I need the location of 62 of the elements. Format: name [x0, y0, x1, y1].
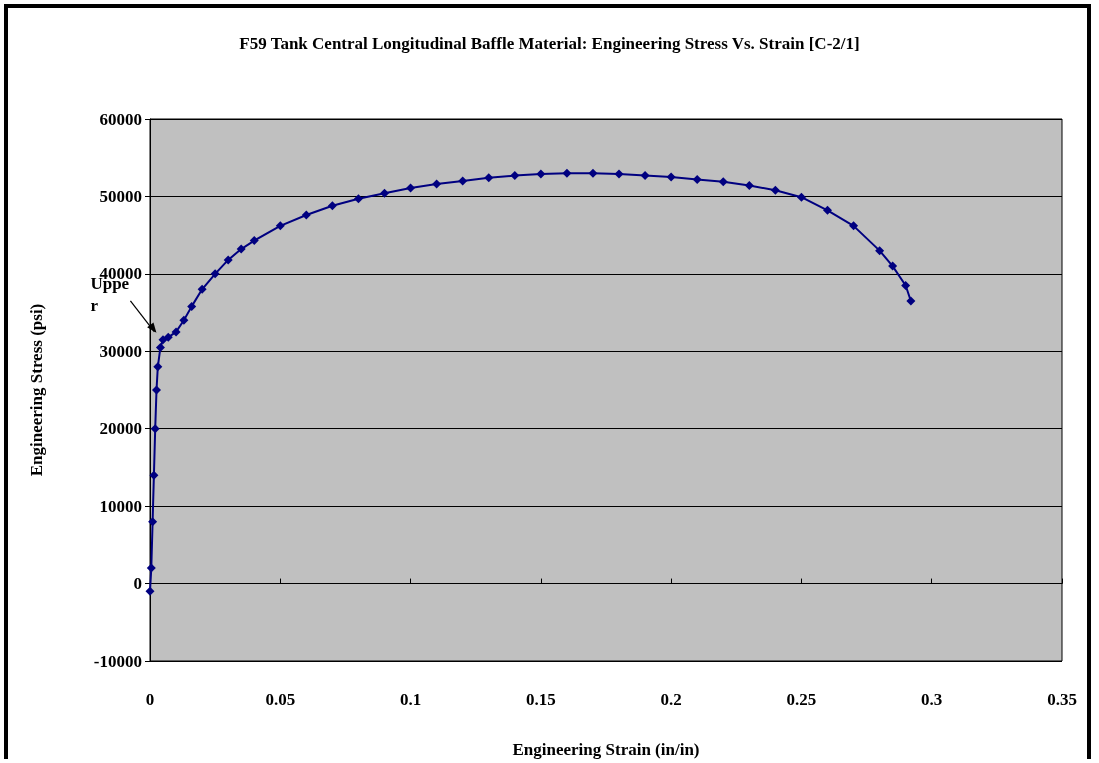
- point: [770, 185, 780, 195]
- point: [223, 255, 233, 265]
- point: [179, 315, 189, 325]
- point: [236, 244, 246, 254]
- y-tick-label: 20000: [99, 419, 142, 439]
- point: [380, 188, 390, 198]
- x-axis-title: Engineering Strain (in/in): [512, 740, 700, 759]
- point: [562, 168, 572, 178]
- point: [536, 169, 546, 179]
- point: [796, 192, 806, 202]
- point: [249, 236, 259, 246]
- point: [640, 171, 650, 181]
- point: [875, 246, 885, 256]
- point: [614, 169, 624, 179]
- y-tick-label: 50000: [99, 186, 142, 206]
- x-tick-label: 0.2: [660, 690, 682, 709]
- y-tick-label: 60000: [99, 109, 142, 129]
- point: [588, 168, 598, 178]
- x-tick-label: 0.3: [921, 690, 943, 709]
- point: [197, 284, 207, 294]
- x-tick-label: 0.05: [265, 690, 296, 709]
- y-axis-title: Engineering Stress (psi): [27, 303, 46, 477]
- point: [327, 201, 337, 211]
- x-tick-label: 0: [145, 690, 155, 709]
- point: [171, 327, 181, 337]
- point: [146, 563, 156, 573]
- point: [145, 586, 155, 596]
- point: [148, 517, 158, 527]
- x-tick-label: 0.35: [1047, 690, 1077, 709]
- chart-title: F59 Tank Central Longitudinal Baffle Material: Engineering Stress Vs. Strain [C-2/1]: [239, 34, 860, 53]
- point: [666, 172, 676, 182]
- x-tick-label: 0.15: [525, 690, 556, 709]
- y-tick-label: 10000: [99, 496, 142, 516]
- point: [888, 261, 898, 271]
- point: [510, 171, 520, 181]
- point: [906, 296, 916, 306]
- point: [149, 470, 159, 480]
- point: [155, 342, 165, 352]
- point: [153, 362, 163, 372]
- x-tick-label: 0.1: [399, 690, 422, 709]
- point: [187, 301, 197, 311]
- point: [150, 424, 160, 434]
- point: [432, 179, 442, 189]
- point: [849, 221, 859, 231]
- y-tick-label: 30000: [99, 341, 142, 361]
- point: [163, 332, 173, 342]
- point: [210, 269, 220, 279]
- point: [901, 280, 911, 290]
- point: [301, 210, 311, 220]
- point: [275, 221, 285, 231]
- point: [822, 205, 832, 215]
- point: [406, 183, 416, 193]
- point: [152, 385, 162, 395]
- point: [458, 176, 468, 186]
- x-tick-label: 0.25: [786, 690, 817, 709]
- point: [744, 181, 754, 191]
- point: [353, 194, 363, 204]
- point: [692, 174, 702, 184]
- y-tick-label: -10000: [93, 651, 142, 671]
- point: [484, 173, 494, 183]
- y-tick-label: 0: [133, 574, 142, 594]
- point: [718, 177, 728, 187]
